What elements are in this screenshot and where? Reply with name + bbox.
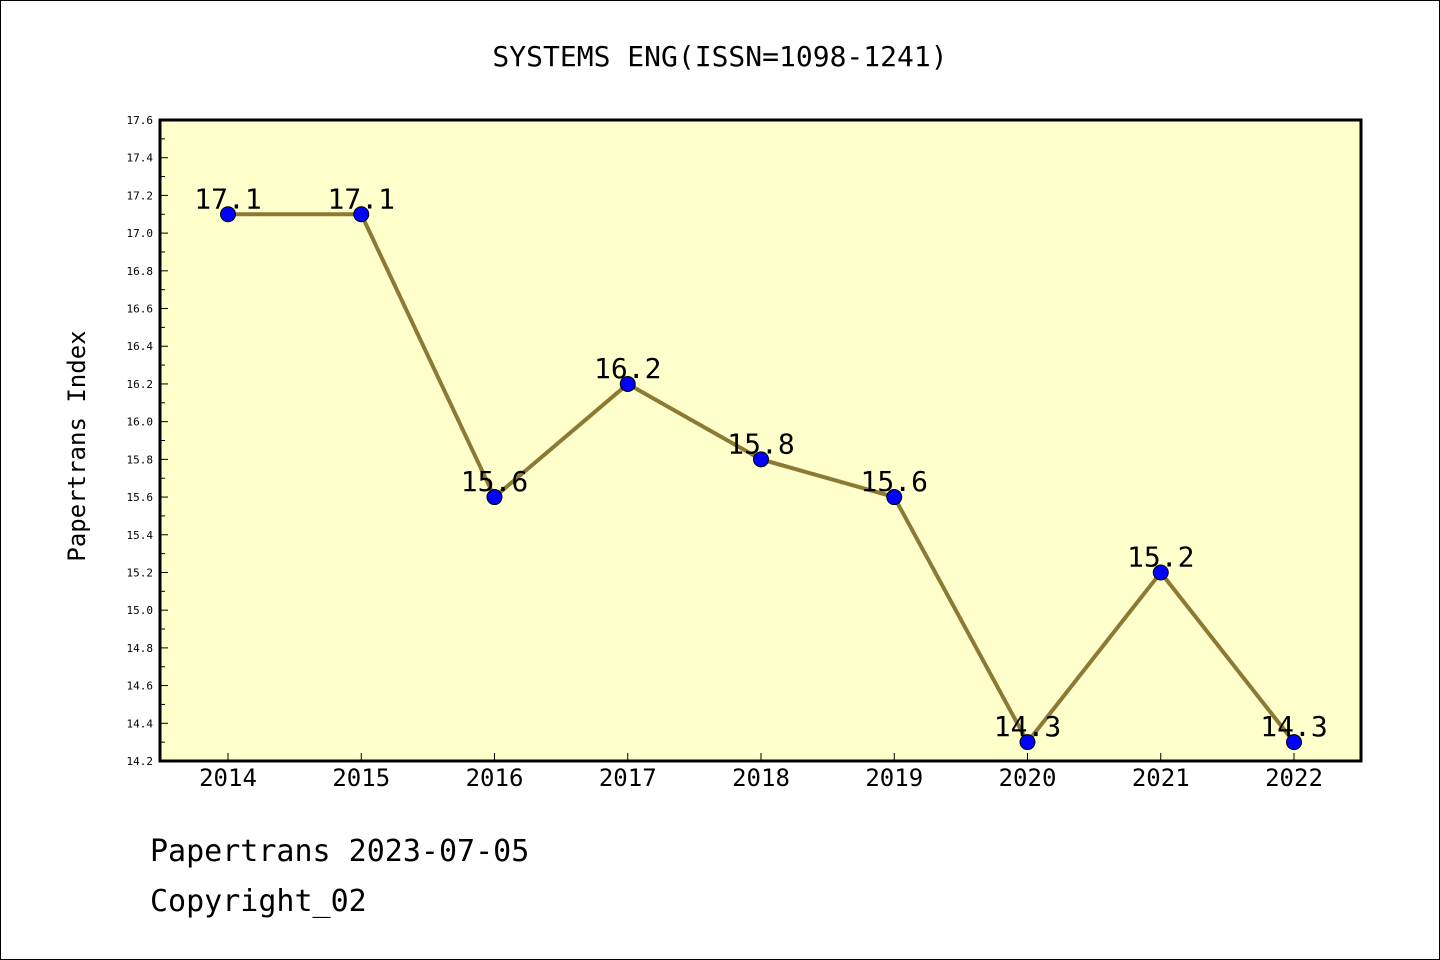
data-label: 17.1 bbox=[328, 182, 395, 215]
y-tick-label: 16.6 bbox=[127, 303, 154, 316]
y-tick-label: 15.2 bbox=[127, 566, 154, 579]
data-label: 15.6 bbox=[461, 465, 528, 498]
data-point bbox=[619, 375, 636, 392]
plot-area bbox=[160, 120, 1361, 761]
x-tick-label: 2018 bbox=[732, 764, 790, 792]
data-point bbox=[886, 489, 903, 506]
y-tick-label: 16.4 bbox=[127, 340, 154, 353]
y-tick-label: 17.0 bbox=[127, 227, 154, 240]
x-tick-label: 2016 bbox=[466, 764, 524, 792]
y-tick-label: 15.6 bbox=[127, 491, 154, 504]
y-tick-label: 17.2 bbox=[127, 189, 154, 202]
data-point bbox=[1286, 734, 1302, 751]
data-point bbox=[220, 206, 236, 223]
y-tick-label: 14.6 bbox=[127, 680, 154, 693]
footer-date-text: Papertrans 2023-07-05 bbox=[150, 834, 530, 869]
x-tick-label: 2014 bbox=[199, 764, 257, 792]
data-label: 15.8 bbox=[727, 427, 794, 460]
data-labels: 17.1 17.1 15.6 16.2 15.8 15.6 14.3 15.2 14.3 bbox=[194, 182, 1327, 743]
y-tick-label: 16.0 bbox=[127, 416, 154, 429]
data-label: 15.2 bbox=[1127, 540, 1194, 573]
x-tick-label: 2020 bbox=[999, 764, 1057, 792]
y-tick-label: 14.2 bbox=[127, 755, 154, 768]
data-point bbox=[753, 451, 769, 468]
data-point bbox=[1152, 564, 1169, 581]
y-tick-label: 15.0 bbox=[127, 604, 154, 617]
y-tick-label: 15.4 bbox=[127, 529, 154, 542]
y-tick-label: 16.8 bbox=[127, 265, 154, 278]
data-label: 16.2 bbox=[594, 352, 661, 385]
x-axis-tick-labels: 2014 2015 2016 2017 2018 2019 2020 2021 2022 bbox=[199, 753, 1323, 792]
y-tick-label: 17.6 bbox=[127, 114, 154, 127]
data-point bbox=[486, 489, 503, 506]
x-tick-label: 2019 bbox=[865, 764, 923, 792]
data-markers bbox=[220, 206, 1302, 751]
x-tick-label: 2021 bbox=[1132, 764, 1190, 792]
data-label: 14.3 bbox=[1260, 710, 1327, 743]
y-tick-label: 16.2 bbox=[127, 378, 154, 391]
footer-copyright-text: Copyright_02 bbox=[150, 884, 367, 919]
y-tick-label: 14.4 bbox=[127, 717, 154, 730]
y-tick-label: 15.8 bbox=[127, 453, 154, 466]
data-label: 17.1 bbox=[194, 182, 261, 215]
y-tick-label: 17.4 bbox=[127, 152, 154, 165]
data-label: 15.6 bbox=[861, 465, 928, 498]
data-point bbox=[353, 206, 370, 223]
x-tick-label: 2017 bbox=[599, 764, 657, 792]
y-axis-label: Papertrans Index bbox=[63, 330, 91, 561]
plot-border bbox=[158, 118, 1363, 763]
data-label: 14.3 bbox=[994, 710, 1061, 743]
y-tick-label: 14.8 bbox=[127, 642, 154, 655]
y-axis-ticks: 14.2 14.4 14.6 14.8 15.0 15.2 15.4 15.6 15.8 16.0… bbox=[127, 114, 168, 768]
chart-title: SYSTEMS ENG(ISSN=1098-1241) bbox=[492, 40, 947, 73]
x-tick-label: 2015 bbox=[332, 764, 390, 792]
x-tick-label: 2022 bbox=[1265, 764, 1323, 792]
data-point bbox=[1019, 734, 1036, 751]
